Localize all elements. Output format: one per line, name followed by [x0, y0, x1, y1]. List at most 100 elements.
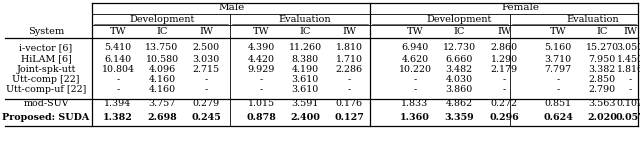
Text: -: -: [204, 85, 207, 95]
Text: 1.450: 1.450: [616, 55, 640, 64]
Text: 4.420: 4.420: [248, 55, 275, 64]
Text: IW: IW: [623, 26, 637, 36]
Text: 0.279: 0.279: [193, 100, 220, 109]
Text: 3.382: 3.382: [588, 66, 616, 74]
Text: 1.816: 1.816: [616, 66, 640, 74]
Text: -: -: [259, 76, 262, 85]
Text: -: -: [556, 85, 559, 95]
Text: 3.610: 3.610: [291, 76, 319, 85]
Text: Male: Male: [219, 3, 245, 12]
Text: 1.810: 1.810: [335, 43, 362, 52]
Text: 1.290: 1.290: [490, 55, 518, 64]
Text: 11.260: 11.260: [289, 43, 321, 52]
Text: System: System: [28, 26, 64, 36]
Text: 3.482: 3.482: [445, 66, 472, 74]
Text: 2.790: 2.790: [588, 85, 616, 95]
Text: 4.160: 4.160: [148, 76, 175, 85]
Text: 2.860: 2.860: [490, 43, 518, 52]
Text: 7.797: 7.797: [545, 66, 572, 74]
Text: 3.050: 3.050: [616, 43, 640, 52]
Text: -: -: [628, 76, 632, 85]
Text: Development: Development: [129, 14, 195, 24]
Text: -: -: [116, 85, 120, 95]
Text: 1.394: 1.394: [104, 100, 132, 109]
Text: Female: Female: [501, 3, 539, 12]
Text: 0.245: 0.245: [191, 112, 221, 121]
Text: 10.220: 10.220: [399, 66, 431, 74]
Text: 9.929: 9.929: [247, 66, 275, 74]
Text: IC: IC: [300, 26, 310, 36]
Text: 2.715: 2.715: [193, 66, 220, 74]
Text: Joint-spk-utt: Joint-spk-utt: [16, 66, 76, 74]
Text: -: -: [348, 85, 351, 95]
Text: -: -: [413, 85, 417, 95]
Text: 1.015: 1.015: [248, 100, 275, 109]
Text: 15.270: 15.270: [586, 43, 619, 52]
Text: TW: TW: [109, 26, 126, 36]
Text: 0.296: 0.296: [489, 112, 519, 121]
Text: 6.940: 6.940: [401, 43, 429, 52]
Text: IW: IW: [199, 26, 213, 36]
Text: -: -: [628, 85, 632, 95]
Text: 2.850: 2.850: [588, 76, 616, 85]
Text: 8.380: 8.380: [291, 55, 319, 64]
Text: -: -: [502, 76, 506, 85]
Text: -: -: [413, 76, 417, 85]
Text: 6.140: 6.140: [104, 55, 132, 64]
Text: Utt-comp-uf [22]: Utt-comp-uf [22]: [6, 85, 86, 95]
Text: 0.851: 0.851: [545, 100, 572, 109]
Text: -: -: [116, 76, 120, 85]
Text: -: -: [259, 85, 262, 95]
Text: 5.160: 5.160: [545, 43, 572, 52]
Text: IC: IC: [156, 26, 168, 36]
Text: -: -: [348, 76, 351, 85]
Text: 3.710: 3.710: [545, 55, 572, 64]
Text: TW: TW: [550, 26, 566, 36]
Text: 1.833: 1.833: [401, 100, 429, 109]
Text: TW: TW: [406, 26, 423, 36]
Text: 0.624: 0.624: [543, 112, 573, 121]
Text: IW: IW: [342, 26, 356, 36]
Text: Utt-comp [22]: Utt-comp [22]: [12, 76, 80, 85]
Text: 2.179: 2.179: [490, 66, 518, 74]
Text: 0.127: 0.127: [334, 112, 364, 121]
Text: HiLAM [6]: HiLAM [6]: [20, 55, 72, 64]
Text: 5.410: 5.410: [104, 43, 132, 52]
Text: -: -: [502, 85, 506, 95]
Text: 4.390: 4.390: [248, 43, 275, 52]
Text: 0.272: 0.272: [490, 100, 518, 109]
Text: IC: IC: [596, 26, 608, 36]
Text: 3.610: 3.610: [291, 85, 319, 95]
Text: 10.804: 10.804: [102, 66, 134, 74]
Text: 2.286: 2.286: [335, 66, 363, 74]
Text: 4.096: 4.096: [148, 66, 175, 74]
Text: IW: IW: [497, 26, 511, 36]
Text: 4.160: 4.160: [148, 85, 175, 95]
Text: 1.382: 1.382: [103, 112, 133, 121]
Text: 13.750: 13.750: [145, 43, 179, 52]
Text: 1.360: 1.360: [400, 112, 430, 121]
Text: Development: Development: [426, 14, 492, 24]
Text: 4.030: 4.030: [445, 76, 472, 85]
Text: IC: IC: [453, 26, 465, 36]
Text: 3.860: 3.860: [445, 85, 472, 95]
Text: -: -: [204, 76, 207, 85]
Text: Proposed: SUDA: Proposed: SUDA: [3, 112, 90, 121]
Text: Evaluation: Evaluation: [278, 14, 332, 24]
Text: i-vector [6]: i-vector [6]: [19, 43, 72, 52]
Text: 3.563: 3.563: [588, 100, 616, 109]
Text: mod-SUV: mod-SUV: [23, 100, 68, 109]
Text: 10.580: 10.580: [145, 55, 179, 64]
Text: 4.190: 4.190: [291, 66, 319, 74]
Text: 0.057: 0.057: [615, 112, 640, 121]
Text: 3.591: 3.591: [291, 100, 319, 109]
Text: 2.698: 2.698: [147, 112, 177, 121]
Text: 2.020: 2.020: [587, 112, 617, 121]
Text: 3.030: 3.030: [193, 55, 220, 64]
Text: 0.878: 0.878: [246, 112, 276, 121]
Text: 6.660: 6.660: [445, 55, 473, 64]
Text: 3.359: 3.359: [444, 112, 474, 121]
Text: 12.730: 12.730: [442, 43, 476, 52]
Text: 0.102: 0.102: [616, 100, 640, 109]
Text: Evaluation: Evaluation: [566, 14, 620, 24]
